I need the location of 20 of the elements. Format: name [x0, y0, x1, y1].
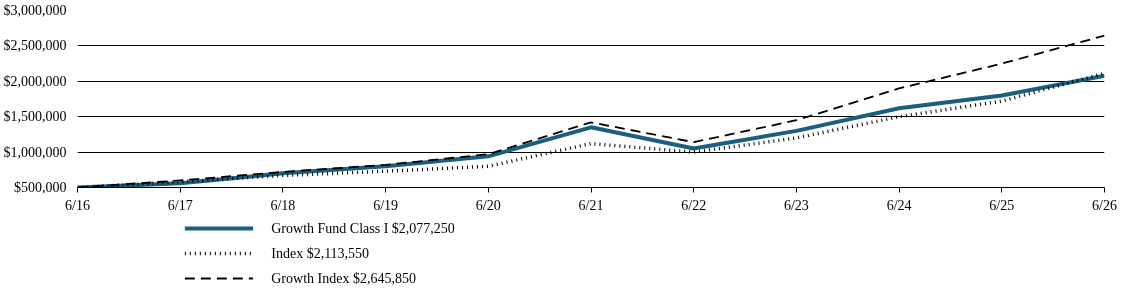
x-tick-label: 6/16	[65, 197, 90, 213]
y-tick-label: $2,500,000	[3, 38, 67, 54]
x-tick-label: 6/21	[578, 197, 604, 213]
x-tick-label: 6/25	[989, 197, 1015, 213]
x-tick-label: 6/24	[886, 197, 912, 213]
y-tick-label: $500,000	[14, 180, 67, 195]
x-tick-label: 6/20	[475, 197, 501, 213]
y-tick-label: $3,000,000	[3, 3, 67, 18]
x-tick-label: 6/26	[1092, 197, 1117, 213]
y-tick-label: $1,500,000	[3, 109, 67, 125]
x-tick-label: 6/18	[270, 197, 296, 213]
y-tick-label: $1,000,000	[3, 144, 67, 160]
x-tick-label: 6/23	[783, 197, 809, 213]
legend-label: Index $2,113,550	[271, 246, 370, 261]
y-tick-label: $2,000,000	[3, 73, 67, 89]
legend-label: Growth Fund Class I $2,077,250	[271, 221, 455, 236]
legend-label: Growth Index $2,645,850	[271, 271, 416, 286]
x-tick-label: 6/19	[373, 197, 399, 213]
x-tick-label: 6/17	[167, 197, 193, 213]
x-tick-label: 6/22	[681, 197, 707, 213]
